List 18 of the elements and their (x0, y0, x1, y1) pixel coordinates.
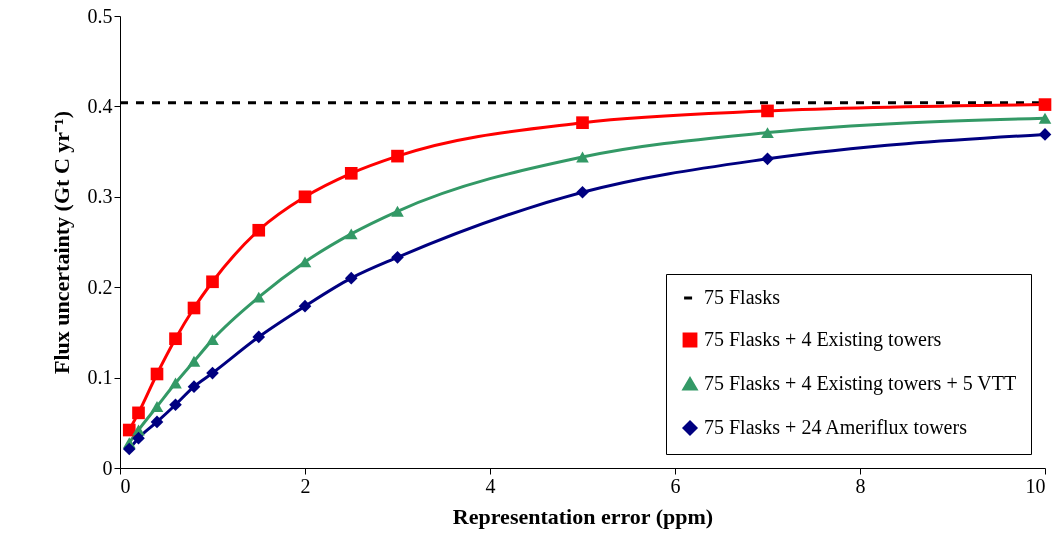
legend-label: 75 Flasks (704, 286, 781, 308)
y-tick-label: 0.5 (87, 4, 113, 27)
legend-label: 75 Flasks + 4 Existing towers + 5 VTT (704, 372, 1017, 395)
x-tick-label: 8 (855, 474, 866, 497)
x-tick-label: 10 (1025, 474, 1046, 497)
y-axis-title: Flux uncertainty (Gt C yr⁻¹) (48, 111, 74, 374)
x-tick-label: 0 (120, 474, 131, 497)
y-tick-label: 0.1 (87, 366, 113, 389)
legend-label: 75 Flasks + 4 Existing towers (704, 328, 942, 351)
x-tick-label: 6 (670, 474, 681, 497)
y-tick-label: 0 (102, 456, 113, 479)
x-tick-label: 2 (300, 474, 311, 497)
y-tick-label: 0.3 (87, 185, 113, 208)
x-axis-title: Representation error (ppm) (452, 503, 714, 529)
x-tick-label: 4 (485, 474, 496, 497)
y-tick-label: 0.2 (87, 275, 113, 298)
legend-label: 75 Flasks + 24 Ameriflux towers (704, 416, 968, 438)
y-tick-label: 0.4 (87, 94, 113, 117)
